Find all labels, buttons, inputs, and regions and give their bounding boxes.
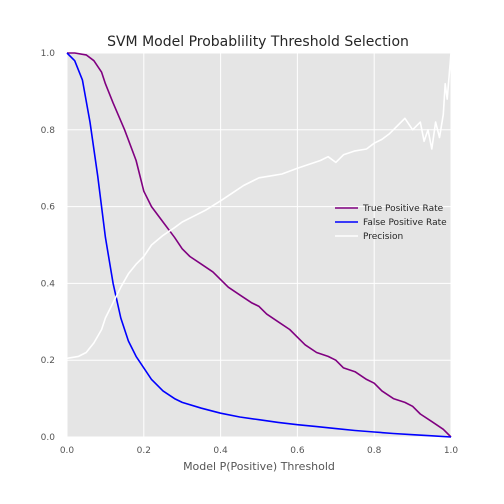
legend-label: Precision <box>363 232 403 242</box>
x-tick-label: 0.2 <box>137 446 151 456</box>
legend-label: False Positive Rate <box>363 218 447 228</box>
y-tick-label: 0.2 <box>41 356 55 366</box>
x-tick-label: 1.0 <box>444 446 459 456</box>
x-tick-label: 0.8 <box>367 446 382 456</box>
y-tick-label: 0.6 <box>41 203 56 213</box>
x-axis-label: Model P(Positive) Threshold <box>183 460 335 473</box>
tick-labels: 0.0 0.2 0.4 0.6 0.8 1.0 0.0 0.2 0.4 0.6 0.8 1.0 <box>41 49 459 456</box>
grid <box>66 52 452 438</box>
legend: True Positive Rate False Positive Rate Pre… <box>335 204 447 242</box>
y-tick-label: 0.4 <box>41 279 56 289</box>
y-tick-label: 1.0 <box>41 49 56 59</box>
y-tick-label: 0.8 <box>41 126 56 136</box>
series-line-false-positive-rate <box>66 52 452 438</box>
series-line-precision <box>66 52 452 360</box>
x-tick-label: 0.6 <box>290 446 305 456</box>
plot-area <box>67 53 451 437</box>
y-tick-label: 0.0 <box>41 433 56 443</box>
series-lines <box>66 52 452 438</box>
chart-title: SVM Model Probablility Threshold Selecti… <box>107 34 409 50</box>
x-tick-label: 0.0 <box>60 446 75 456</box>
legend-label: True Positive Rate <box>362 204 444 214</box>
series-line-true-positive-rate <box>67 52 452 438</box>
x-tick-label: 0.4 <box>213 446 228 456</box>
